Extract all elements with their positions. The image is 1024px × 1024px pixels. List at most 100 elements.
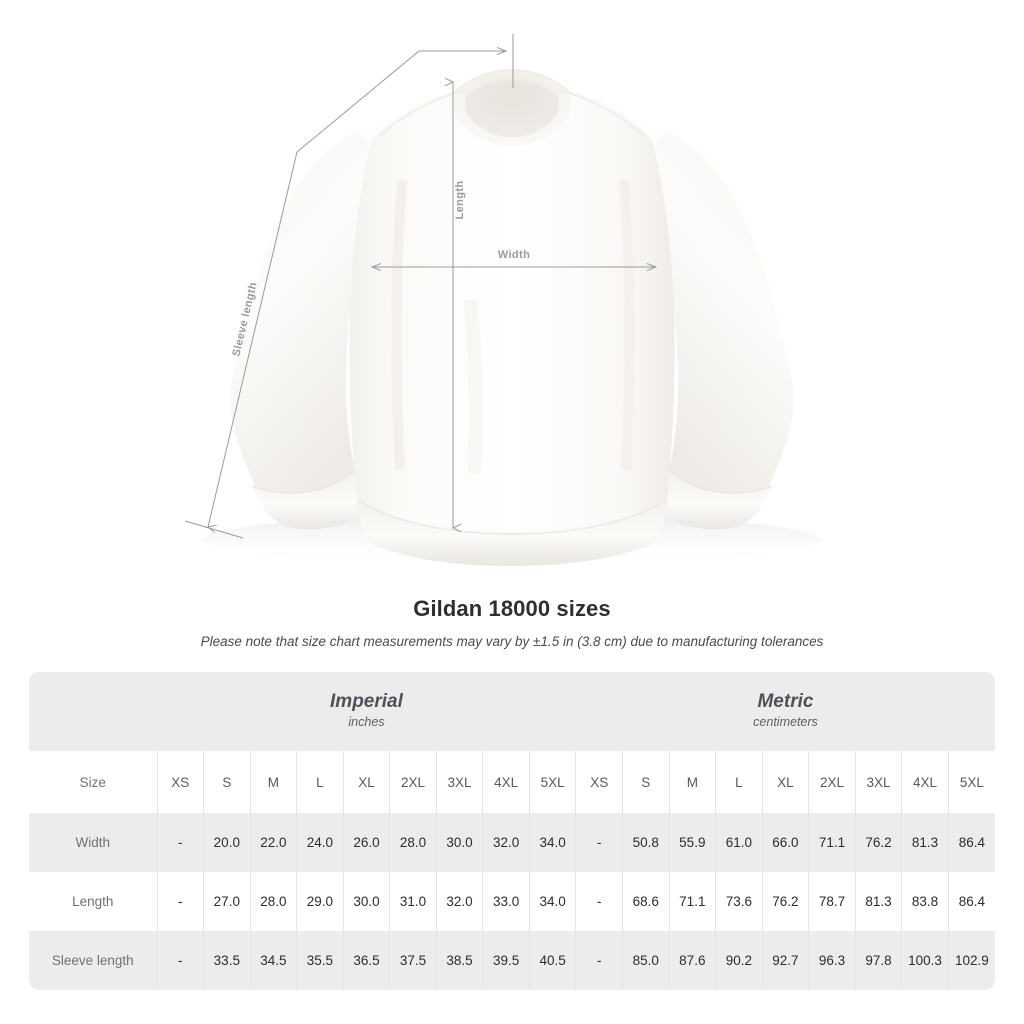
cell-length-imperial-xl: 30.0 xyxy=(342,872,390,931)
cell-width-metric-5xl: 86.4 xyxy=(947,813,995,872)
right-cuff xyxy=(656,472,772,530)
cell-length-metric-s: 68.6 xyxy=(622,872,670,931)
unit-header-imperial: Imperial inches xyxy=(157,672,576,751)
unit-name: Imperial xyxy=(330,690,403,712)
cell-width-imperial-xl: 26.0 xyxy=(342,813,390,872)
cell-width-metric-s: 50.8 xyxy=(622,813,670,872)
cell-width-imperial-l: 24.0 xyxy=(296,813,344,872)
cell-length-imperial-xs: - xyxy=(156,872,204,931)
table-row: Sleeve length -33.5 34.5 35.5 36.5 37.5 38.5 39… xyxy=(29,931,995,990)
table-corner-cell xyxy=(29,672,157,751)
collar-rib-top xyxy=(454,68,570,93)
left-cuff-seam xyxy=(251,471,354,494)
cell-width-metric-l: 61.0 xyxy=(715,813,763,872)
cell-sleeve-length-imperial-s: 33.5 xyxy=(203,931,251,990)
cell-length-metric-5xl: 86.4 xyxy=(947,872,995,931)
cell-length-metric-m: 71.1 xyxy=(668,872,716,931)
cell-length-imperial-m: 28.0 xyxy=(249,872,297,931)
table-row: Width -20.0 22.0 24.0 26.0 28.0 30.0 32.0 34.0-5… xyxy=(29,813,995,872)
sleeve-guide-bottom-tick xyxy=(184,520,244,539)
row-label-width: Width xyxy=(29,813,157,872)
size-column-label: Size xyxy=(29,751,157,813)
table-unit-header-row: Imperial inches Metric centimeters xyxy=(29,672,995,751)
cell-sleeve-length-imperial-4xl: 39.5 xyxy=(482,931,530,990)
body-fold-left xyxy=(391,179,407,471)
size-header-metric-xl: XL xyxy=(761,751,809,813)
size-chart-table: Imperial inches Metric centimeters Size XS S M L… xyxy=(29,672,995,990)
cell-length-imperial-4xl: 33.0 xyxy=(482,872,530,931)
cell-sleeve-length-metric-l: 90.2 xyxy=(715,931,763,990)
cell-sleeve-length-imperial-5xl: 40.5 xyxy=(528,931,576,990)
right-cuff-seam xyxy=(670,471,773,494)
size-header-metric-4xl: 4XL xyxy=(901,751,949,813)
size-header-imperial-4xl: 4XL xyxy=(482,751,530,813)
table-size-header-row: Size XS S M L XL 2XL 3XL 4XL 5XL XS S M L XL 2XL 3XL 4XL 5… xyxy=(29,751,995,813)
cell-length-imperial-2xl: 31.0 xyxy=(389,872,437,931)
cell-sleeve-length-metric-3xl: 97.8 xyxy=(854,931,902,990)
cell-sleeve-length-metric-2xl: 96.3 xyxy=(808,931,856,990)
size-header-imperial-5xl: 5XL xyxy=(528,751,576,813)
cell-sleeve-length-metric-4xl: 100.3 xyxy=(901,931,949,990)
cell-width-metric-4xl: 81.3 xyxy=(901,813,949,872)
size-header-imperial-m: M xyxy=(249,751,297,813)
cell-width-metric-3xl: 76.2 xyxy=(854,813,902,872)
sleeve-guide-diagonal xyxy=(208,151,298,527)
hem-seam xyxy=(357,499,667,535)
garment-body xyxy=(349,86,675,546)
cell-sleeve-length-metric-s: 85.0 xyxy=(622,931,670,990)
size-header-metric-3xl: 3XL xyxy=(854,751,902,813)
size-header-metric-l: L xyxy=(715,751,763,813)
sleeve-guide-upper xyxy=(296,50,420,153)
right-shoulder-seam xyxy=(557,89,645,137)
size-header-imperial-xl: XL xyxy=(342,751,390,813)
left-cuff xyxy=(252,472,368,530)
page-title: Gildan 18000 sizes xyxy=(413,596,611,621)
cell-length-metric-xl: 76.2 xyxy=(761,872,809,931)
cell-width-imperial-m: 22.0 xyxy=(249,813,297,872)
size-header-imperial-3xl: 3XL xyxy=(435,751,483,813)
cell-width-metric-xs: - xyxy=(575,813,623,872)
size-header-metric-2xl: 2XL xyxy=(808,751,856,813)
body-fold-right xyxy=(619,179,635,471)
unit-subtitle: inches xyxy=(348,715,385,730)
cell-sleeve-length-metric-xl: 92.7 xyxy=(761,931,809,990)
width-label: Width xyxy=(498,249,530,261)
collar-inner xyxy=(465,80,559,137)
unit-name: Metric xyxy=(757,690,814,712)
cell-length-metric-l: 73.6 xyxy=(715,872,763,931)
title-block: Gildan 18000 sizes Please note that size… xyxy=(0,596,1024,649)
cell-width-metric-2xl: 71.1 xyxy=(808,813,856,872)
bottom-hem xyxy=(358,498,666,566)
cell-length-imperial-5xl: 34.0 xyxy=(528,872,576,931)
row-label-sleeve-length: Sleeve length xyxy=(29,931,157,990)
cell-sleeve-length-metric-5xl: 102.9 xyxy=(947,931,995,990)
cell-length-metric-4xl: 83.8 xyxy=(901,872,949,931)
cell-sleeve-length-imperial-xl: 36.5 xyxy=(342,931,390,990)
cell-length-metric-3xl: 81.3 xyxy=(854,872,902,931)
size-header-metric-s: S xyxy=(622,751,670,813)
cell-width-imperial-s: 20.0 xyxy=(203,813,251,872)
cell-sleeve-length-imperial-2xl: 37.5 xyxy=(389,931,437,990)
size-header-imperial-xs: XS xyxy=(156,751,204,813)
cell-sleeve-length-metric-m: 87.6 xyxy=(668,931,716,990)
page-subtitle: Please note that size chart measurements… xyxy=(200,634,824,649)
cell-length-metric-2xl: 78.7 xyxy=(808,872,856,931)
size-header-imperial-2xl: 2XL xyxy=(389,751,437,813)
cell-length-imperial-3xl: 32.0 xyxy=(435,872,483,931)
size-header-metric-xs: XS xyxy=(575,751,623,813)
cell-length-metric-xs: - xyxy=(575,872,623,931)
cell-sleeve-length-metric-xs: - xyxy=(575,931,623,990)
sweatshirt-diagram: Length Width Sleeve length xyxy=(184,34,822,566)
cell-width-metric-m: 55.9 xyxy=(668,813,716,872)
cell-sleeve-length-imperial-xs: - xyxy=(156,931,204,990)
length-label: Length xyxy=(454,180,466,219)
cell-sleeve-length-imperial-l: 35.5 xyxy=(296,931,344,990)
cell-width-imperial-5xl: 34.0 xyxy=(528,813,576,872)
unit-header-metric: Metric centimeters xyxy=(575,672,995,751)
body-fold-center xyxy=(463,299,484,475)
left-sleeve xyxy=(230,130,372,528)
cell-length-imperial-s: 27.0 xyxy=(203,872,251,931)
size-header-metric-m: M xyxy=(668,751,716,813)
table-row: Length -27.0 28.0 29.0 30.0 31.0 32.0 33.0 34.0-… xyxy=(29,872,995,931)
cell-width-imperial-2xl: 28.0 xyxy=(389,813,437,872)
